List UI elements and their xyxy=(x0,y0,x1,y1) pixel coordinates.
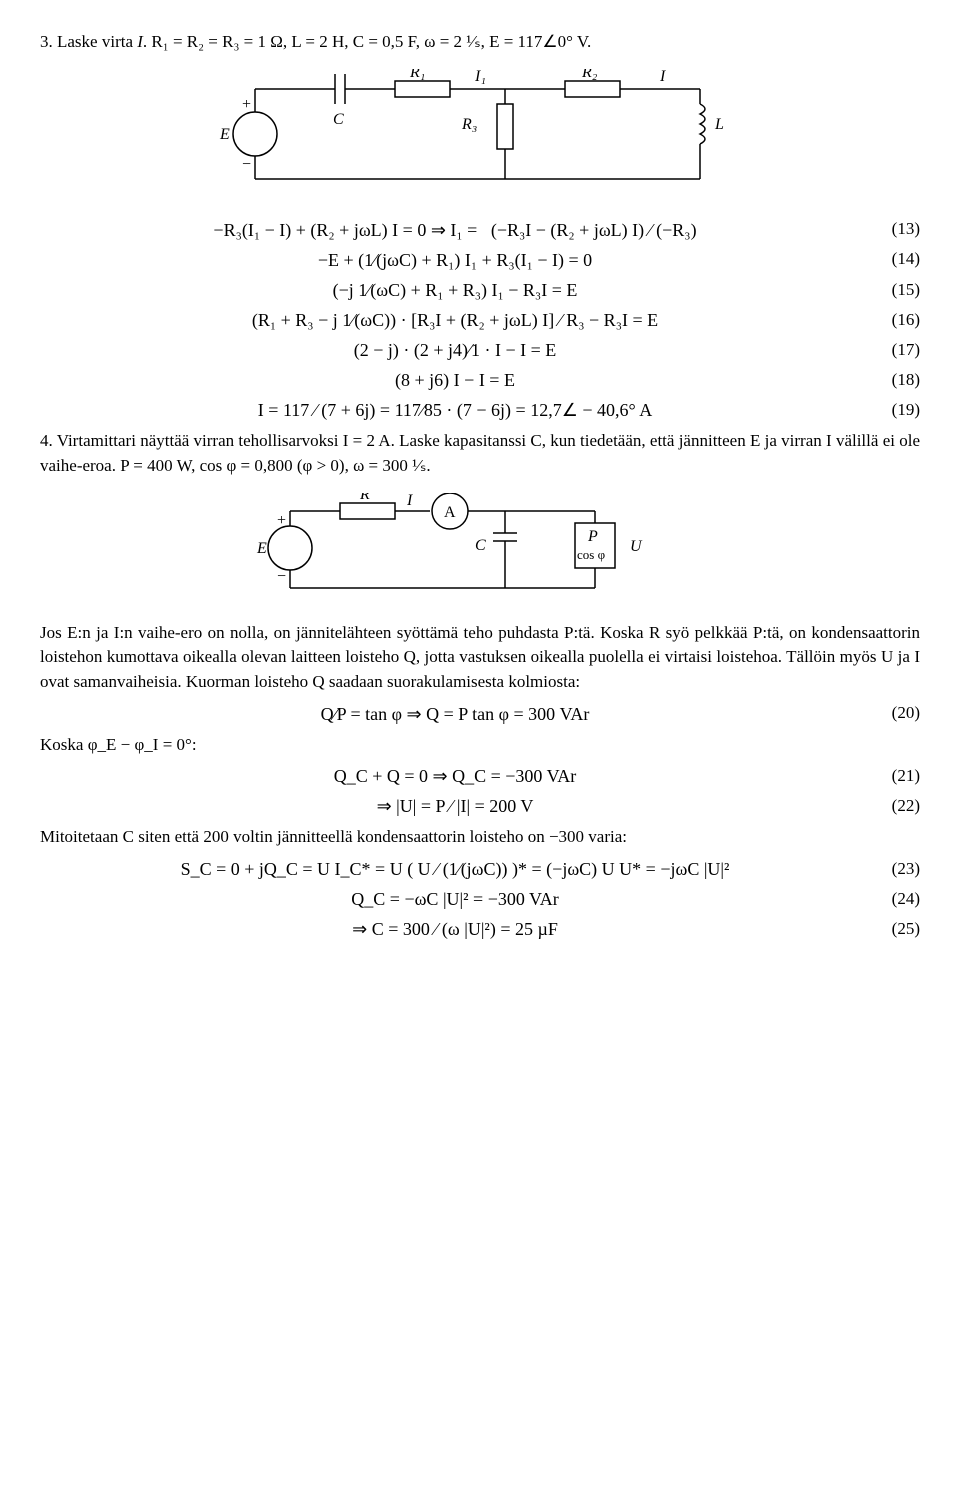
mitoit-line: Mitoitetaan C siten että 200 voltin jänn… xyxy=(40,825,920,850)
eq24-num: (24) xyxy=(870,887,920,912)
eq-14: −E + (1⁄(jωC) + R₁) I₁ + R₃(I₁ − I) = 0 … xyxy=(40,247,920,273)
eq22-num: (22) xyxy=(870,794,920,819)
p4-line1: 4. Virtamittari näyttää virran tehollisa… xyxy=(40,431,920,475)
eq-20: Q⁄P = tan φ ⇒ Q = P tan φ = 300 VAr (20) xyxy=(40,701,920,727)
eq23-body: S_C = 0 + jQ_C = U I_C* = U ( U ⁄ (1⁄(jω… xyxy=(40,856,870,882)
problem3-statement: 3. Laske virta I. R₁ = R₂ = R₃ = 1 Ω, L … xyxy=(40,30,920,55)
eq-24: Q_C = −ωC |U|² = −300 VAr (24) xyxy=(40,886,920,912)
koska-line: Koska φ_E − φ_I = 0°: xyxy=(40,733,920,758)
eq-17: (2 − j) · (2 + j4)⁄1 · I − I = E (17) xyxy=(40,337,920,363)
eq14-body: −E + (1⁄(jωC) + R₁) I₁ + R₃(I₁ − I) = 0 xyxy=(40,247,870,273)
eq17-num: (17) xyxy=(870,338,920,363)
eq17-body: (2 − j) · (2 + j4)⁄1 · I − I = E xyxy=(40,337,870,363)
eq-25: ⇒ C = 300 ⁄ (ω |U|²) = 25 µF (25) xyxy=(40,916,920,942)
c1-I: I xyxy=(659,69,666,85)
c1-I1: I₁ xyxy=(474,69,486,85)
p3-prefix: 3. Laske virta xyxy=(40,32,137,51)
eq20-num: (20) xyxy=(870,701,920,726)
c1-C: C xyxy=(333,111,344,128)
p4-1s: ¹⁄ₛ xyxy=(412,456,426,475)
eq15-body: (−j 1⁄(ωC) + R₁ + R₃) I₁ − R₃I = E xyxy=(40,277,870,303)
c1-R2: R₂ xyxy=(581,69,598,81)
p3-1s: ¹⁄ₛ xyxy=(466,32,480,51)
p3-E: , E = 117∠0° V. xyxy=(481,32,592,51)
c1-minus: − xyxy=(242,156,251,173)
eq23-num: (23) xyxy=(870,857,920,882)
eq21-num: (21) xyxy=(870,764,920,789)
circuit-1: E + − C R₁ I₁ R₃ R₂ I L xyxy=(200,69,760,199)
eq19-body: I = 117 ⁄ (7 + 6j) = 117⁄85 · (7 − 6j) =… xyxy=(40,397,870,423)
eq-21: Q_C + Q = 0 ⇒ Q_C = −300 VAr (21) xyxy=(40,763,920,789)
c1-L: L xyxy=(714,116,724,133)
eq-13: −R₃(I₁ − I) + (R₂ + jωL) I = 0 ⇒ I₁ = (−… xyxy=(40,217,920,243)
c2-A: A xyxy=(444,504,456,521)
eq-22: ⇒ |U| = P ⁄ |I| = 200 V (22) xyxy=(40,793,920,819)
eq-16: (R₁ + R₃ − j 1⁄(ωC)) · [R₃I + (R₂ + jωL)… xyxy=(40,307,920,333)
p4-period: . xyxy=(426,456,430,475)
eq24-body: Q_C = −ωC |U|² = −300 VAr xyxy=(40,886,870,912)
c1-plus: + xyxy=(242,96,251,113)
c1-R3: R₃ xyxy=(461,116,477,133)
eq-23: S_C = 0 + jQ_C = U I_C* = U ( U ⁄ (1⁄(jω… xyxy=(40,856,920,882)
c2-E: E xyxy=(256,540,267,557)
eq-15: (−j 1⁄(ωC) + R₁ + R₃) I₁ − R₃I = E (15) xyxy=(40,277,920,303)
c2-R: R xyxy=(359,493,370,503)
eq22-body: ⇒ |U| = P ⁄ |I| = 200 V xyxy=(40,793,870,819)
eq16-num: (16) xyxy=(870,308,920,333)
eq18-num: (18) xyxy=(870,368,920,393)
eq15-num: (15) xyxy=(870,278,920,303)
eq13-num: (13) xyxy=(870,217,920,242)
circuit-2: E + − R I A C P cos φ U xyxy=(245,493,715,603)
eq21-body: Q_C + Q = 0 ⇒ Q_C = −300 VAr xyxy=(40,763,870,789)
eq16-body: (R₁ + R₃ − j 1⁄(ωC)) · [R₃I + (R₂ + jωL)… xyxy=(40,307,870,333)
problem4-statement: 4. Virtamittari näyttää virran tehollisa… xyxy=(40,429,920,478)
eq19-num: (19) xyxy=(870,398,920,423)
eq18-body: (8 + j6) I − I = E xyxy=(40,367,870,393)
eq14-num: (14) xyxy=(870,247,920,272)
c2-C: C xyxy=(475,537,486,554)
c1-E: E xyxy=(219,126,230,143)
c2-I: I xyxy=(406,493,413,509)
c2-U: U xyxy=(630,538,643,555)
eq20-body: Q⁄P = tan φ ⇒ Q = P tan φ = 300 VAr xyxy=(40,701,870,727)
eq25-body: ⇒ C = 300 ⁄ (ω |U|²) = 25 µF xyxy=(40,916,870,942)
eq-18: (8 + j6) I − I = E (18) xyxy=(40,367,920,393)
p3-vals: . R₁ = R₂ = R₃ = 1 Ω, L = 2 H, C = 0,5 F… xyxy=(143,32,466,51)
c2-P: P xyxy=(587,528,598,545)
eq13-body: −R₃(I₁ − I) + (R₂ + jωL) I = 0 ⇒ I₁ = (−… xyxy=(40,217,870,243)
c2-plus: + xyxy=(277,512,286,529)
eq-19: I = 117 ⁄ (7 + 6j) = 117⁄85 · (7 − 6j) =… xyxy=(40,397,920,423)
c2-cosphi: cos φ xyxy=(577,547,605,562)
c1-R1: R₁ xyxy=(409,69,425,81)
sol4-para: Jos E:n ja I:n vaihe-ero on nolla, on jä… xyxy=(40,621,920,695)
c2-minus: − xyxy=(277,568,286,585)
eq25-num: (25) xyxy=(870,917,920,942)
